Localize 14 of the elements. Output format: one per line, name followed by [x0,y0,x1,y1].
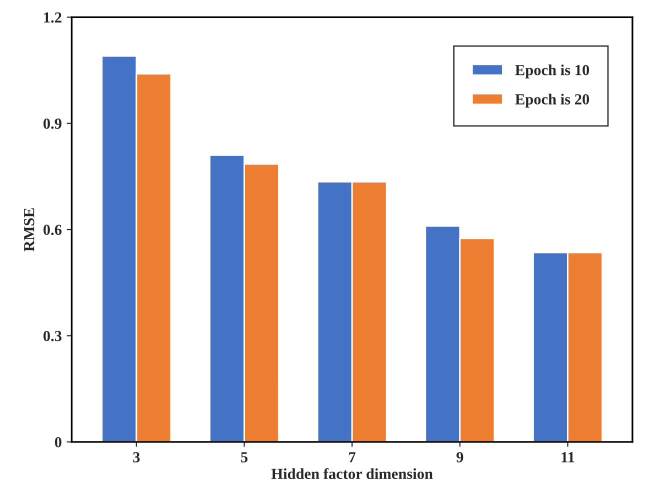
y-tick-label: 0.9 [43,118,62,129]
legend-label: Epoch is 20 [515,94,590,108]
y-tick-label: 1.2 [44,12,62,23]
x-tick-label: 5 [241,452,248,462]
x-tick-label: 9 [456,452,464,462]
y-axis-title: RMSE [24,208,34,252]
y-tick-label: 0 [54,437,62,448]
x-axis-title: Hidden factor dimension [271,468,433,480]
y-tick-label: 0.3 [43,330,62,342]
x-tick-label: 7 [349,452,356,462]
x-tick-label: 3 [133,452,140,462]
legend-label: Epoch is 10 [515,64,590,78]
x-tick-label: 11 [562,452,574,462]
y-tick-label: 0.6 [43,224,62,236]
